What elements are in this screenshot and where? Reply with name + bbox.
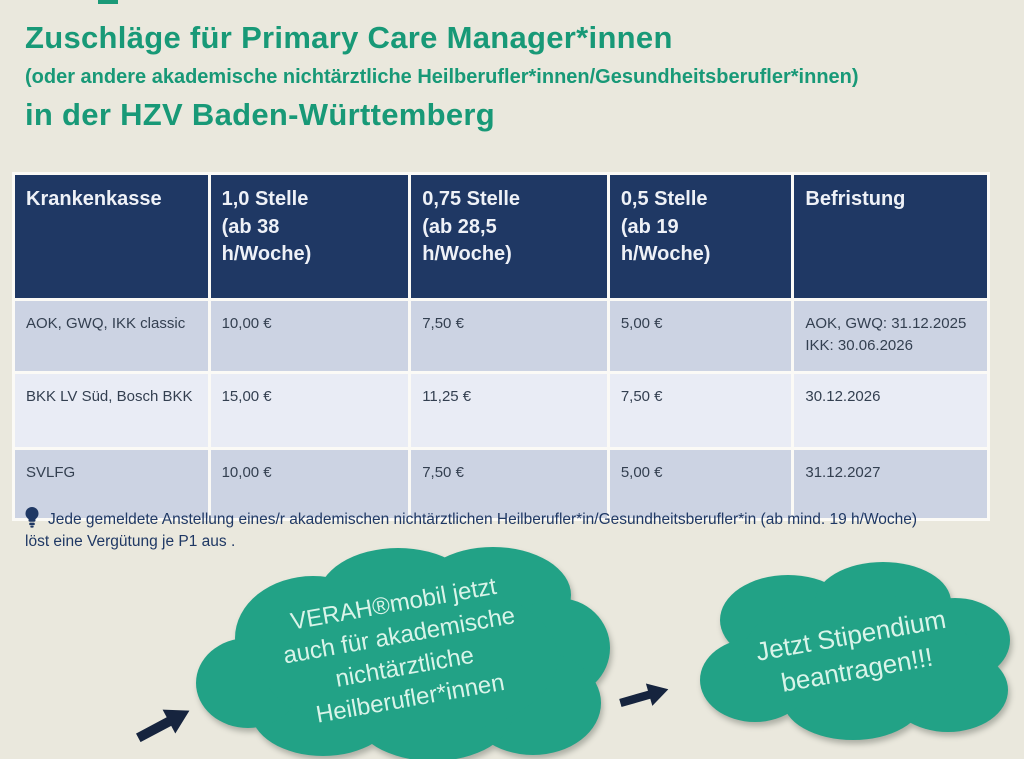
title-block: Zuschläge für Primary Care Manager*innen… — [25, 20, 859, 132]
table-cell: 7,50 € — [606, 371, 795, 450]
footnote: Jede gemeldete Anstellung eines/r akadem… — [25, 506, 1010, 554]
table-cell: 15,00 € — [207, 371, 412, 450]
lightbulb-icon — [25, 507, 39, 528]
footnote-text: Jede gemeldete Anstellung eines/r akadem… — [25, 511, 918, 551]
table-cell: 7,50 € — [408, 298, 610, 374]
table-cell: 10,00 € — [207, 447, 412, 521]
table-cell: 5,00 € — [606, 298, 795, 374]
slide-title-region: in der HZV Baden-Württemberg — [25, 96, 495, 132]
cloud-shape — [700, 562, 1010, 740]
column-header-krankenkasse: Krankenkasse — [12, 172, 211, 301]
table-header-row: Krankenkasse 1,0 Stelle (ab 38 h/Woche) … — [12, 172, 990, 301]
callout-cloud-left: VERAH®mobil jetzt auch für akademische n… — [193, 543, 611, 759]
callout-cloud-right: Jetzt Stipendium beantragen!!! — [693, 560, 1015, 746]
table-row: AOK, GWQ, IKK classic 10,00 € 7,50 € 5,0… — [12, 298, 990, 374]
arrow-icon-left — [131, 697, 200, 757]
accent-mark — [98, 0, 118, 4]
column-header-1-0-stelle: 1,0 Stelle (ab 38 h/Woche) — [207, 172, 412, 301]
table-row: BKK LV Süd, Bosch BKK 15,00 € 11,25 € 7,… — [12, 371, 990, 450]
table-cell: BKK LV Süd, Bosch BKK — [12, 371, 211, 450]
table-cell: 5,00 € — [606, 447, 795, 521]
arrow-icon-right — [616, 676, 673, 722]
table-cell: 30.12.2026 — [791, 371, 990, 450]
table-cell: AOK, GWQ, IKK classic — [12, 298, 211, 374]
table-cell: SVLFG — [12, 447, 211, 521]
table-cell: 31.12.2027 — [791, 447, 990, 521]
column-header-0-75-stelle: 0,75 Stelle (ab 28,5 h/Woche) — [408, 172, 610, 301]
table-row: SVLFG 10,00 € 7,50 € 5,00 € 31.12.2027 — [12, 447, 990, 521]
table-cell: 10,00 € — [207, 298, 412, 374]
column-header-0-5-stelle: 0,5 Stelle (ab 19 h/Woche) — [606, 172, 795, 301]
table-cell: AOK, GWQ: 31.12.2025 IKK: 30.06.2026 — [791, 298, 990, 374]
column-header-befristung: Befristung — [791, 172, 990, 301]
supplements-table: Krankenkasse 1,0 Stelle (ab 38 h/Woche) … — [12, 172, 990, 521]
slide-title: Zuschläge für Primary Care Manager*innen — [25, 20, 673, 55]
slide-subtitle: (oder andere akademische nichtärztliche … — [25, 65, 859, 88]
table-cell: 11,25 € — [408, 371, 610, 450]
cloud-shape — [196, 547, 610, 759]
table-cell: 7,50 € — [408, 447, 610, 521]
